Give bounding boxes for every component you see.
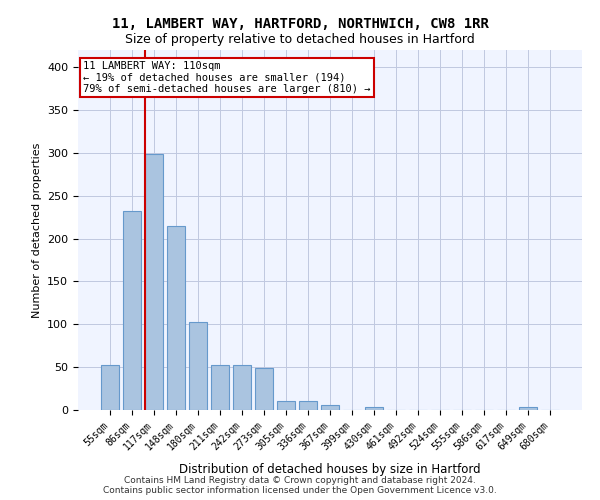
Text: 11 LAMBERT WAY: 110sqm
← 19% of detached houses are smaller (194)
79% of semi-de: 11 LAMBERT WAY: 110sqm ← 19% of detached… <box>83 61 371 94</box>
Bar <box>255 368 273 410</box>
Text: 11, LAMBERT WAY, HARTFORD, NORTHWICH, CW8 1RR: 11, LAMBERT WAY, HARTFORD, NORTHWICH, CW… <box>112 18 488 32</box>
Bar <box>520 408 537 410</box>
Y-axis label: Number of detached properties: Number of detached properties <box>32 142 41 318</box>
Text: Size of property relative to detached houses in Hartford: Size of property relative to detached ho… <box>125 32 475 46</box>
Bar <box>167 226 185 410</box>
Bar <box>277 402 295 410</box>
Text: Contains HM Land Registry data © Crown copyright and database right 2024.
Contai: Contains HM Land Registry data © Crown c… <box>103 476 497 495</box>
Bar <box>211 366 229 410</box>
Bar <box>101 364 119 410</box>
Bar <box>189 322 206 410</box>
Bar <box>123 211 140 410</box>
Bar <box>321 405 339 410</box>
Bar <box>145 154 163 410</box>
Bar <box>233 366 251 410</box>
X-axis label: Distribution of detached houses by size in Hartford: Distribution of detached houses by size … <box>179 463 481 476</box>
Bar <box>365 406 383 410</box>
Bar <box>299 402 317 410</box>
